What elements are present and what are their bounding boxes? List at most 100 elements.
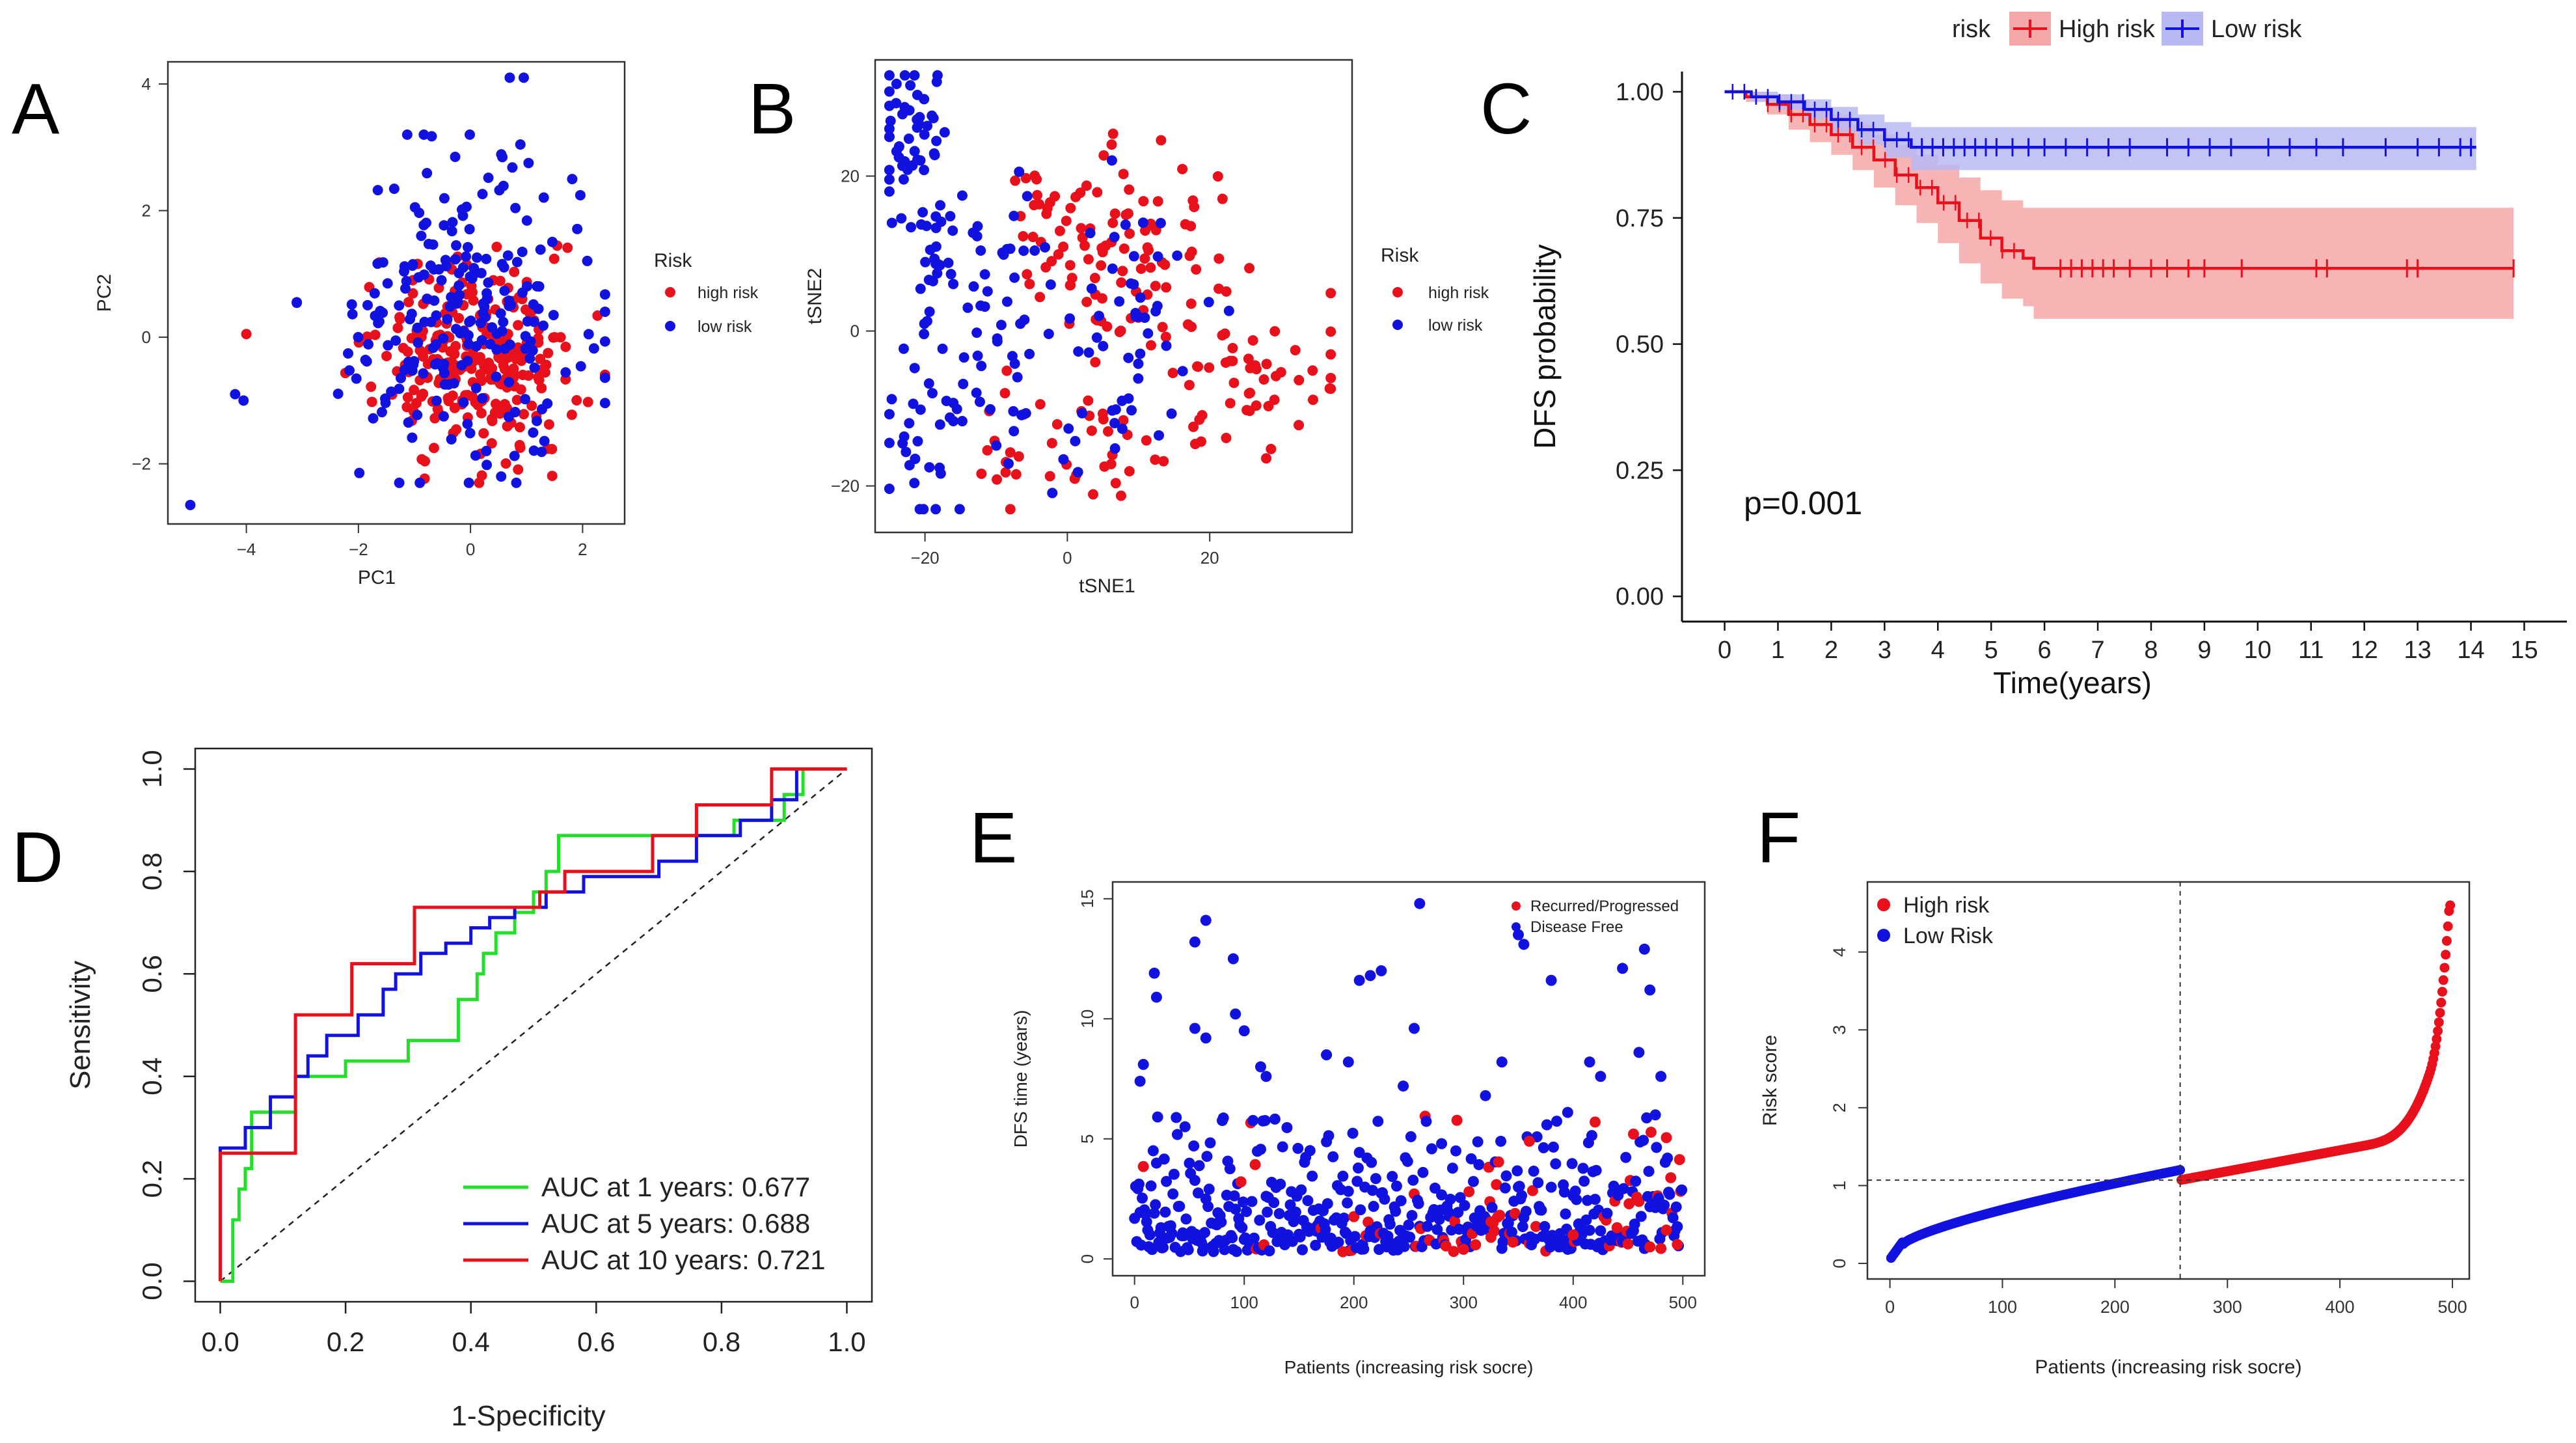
y-tick-label: −2 <box>131 454 151 474</box>
point-disease-free <box>1366 1157 1377 1168</box>
point-low-risk <box>932 258 943 269</box>
point-disease-free <box>1662 1152 1674 1164</box>
point-low-risk <box>907 160 918 171</box>
point-low-risk <box>438 333 449 344</box>
point-low-risk <box>481 445 492 456</box>
point-disease-free <box>1595 1071 1607 1082</box>
point-low-risk <box>1020 407 1031 419</box>
point-disease-free <box>1497 1236 1509 1248</box>
point-low-risk <box>924 306 935 317</box>
point-low-risk <box>535 244 546 255</box>
point-disease-free <box>1499 1182 1511 1194</box>
point-disease-free <box>1584 1056 1595 1068</box>
legend-label: low risk <box>698 318 752 336</box>
point-recurred <box>1523 1135 1535 1147</box>
point-low-risk <box>439 368 450 379</box>
point-low-risk <box>886 217 897 228</box>
point-high-risk <box>1247 335 1258 346</box>
point-low-risk <box>1133 373 1144 384</box>
point-recurred <box>1493 1156 1504 1168</box>
point-low-risk <box>915 404 926 415</box>
point-high-risk <box>2443 921 2453 931</box>
point-disease-free <box>1571 1194 1582 1205</box>
point-high-risk <box>1150 281 1161 292</box>
point-low-risk <box>439 359 450 370</box>
point-low-risk <box>401 129 413 140</box>
point-low-risk <box>884 484 895 495</box>
point-low-risk <box>515 139 526 150</box>
point-low-risk <box>948 279 959 290</box>
point-recurred <box>1655 1243 1667 1254</box>
point-disease-free <box>1405 1131 1417 1142</box>
point-high-risk <box>976 468 987 479</box>
point-high-risk <box>1107 128 1119 139</box>
point-disease-free <box>1629 1218 1640 1230</box>
point-disease-free <box>1545 974 1557 986</box>
point-disease-free <box>1189 936 1200 948</box>
point-low-risk <box>436 275 447 286</box>
point-low-risk <box>538 192 549 203</box>
point-disease-free <box>1496 1056 1508 1068</box>
legend-label: low risk <box>1428 316 1483 335</box>
point-high-risk <box>1258 374 1269 385</box>
point-low-risk <box>496 325 508 337</box>
point-high-risk <box>478 428 489 439</box>
point-high-risk <box>2438 975 2448 985</box>
point-low-risk <box>457 204 468 215</box>
point-low-risk <box>935 200 946 211</box>
point-disease-free <box>1368 1200 1379 1212</box>
point-low-risk <box>968 227 979 238</box>
point-high-risk <box>1079 240 1091 251</box>
point-low-risk <box>394 477 405 488</box>
point-high-risk <box>392 322 403 333</box>
point-low-risk <box>899 156 910 167</box>
point-low-risk <box>904 460 915 471</box>
point-high-risk <box>1083 254 1094 265</box>
point-low-risk <box>390 335 401 346</box>
point-low-risk <box>416 230 427 241</box>
point-high-risk <box>1290 344 1301 355</box>
point-disease-free <box>1398 1241 1410 1252</box>
point-low-risk <box>908 398 919 409</box>
point-low-risk <box>1154 430 1165 441</box>
point-disease-free <box>1166 1228 1178 1239</box>
point-disease-free <box>1518 939 1530 950</box>
point-low-risk <box>439 193 450 204</box>
point-low-risk <box>1073 346 1084 357</box>
point-high-risk <box>1000 467 1011 478</box>
point-low-risk <box>1015 318 1026 329</box>
point-disease-free <box>1643 1166 1655 1177</box>
y-tick-label: 0 <box>1078 1254 1097 1263</box>
point-high-risk <box>2433 1026 2443 1036</box>
point-low-risk <box>520 394 531 405</box>
point-high-risk <box>1061 215 1072 227</box>
point-low-risk <box>919 129 930 140</box>
point-low-risk <box>912 114 923 125</box>
point-high-risk <box>992 474 1003 485</box>
point-disease-free <box>1406 1210 1418 1222</box>
point-low-risk <box>923 378 934 389</box>
x-tick-label: 300 <box>2213 1297 2242 1317</box>
point-high-risk <box>1191 264 1202 275</box>
point-recurred <box>1363 1216 1374 1228</box>
x-axis-label: tSNE1 <box>1079 575 1135 597</box>
point-disease-free <box>1152 1111 1163 1123</box>
point-high-risk <box>1189 439 1200 450</box>
point-high-risk <box>2435 1008 2445 1018</box>
point-disease-free <box>1167 1188 1179 1200</box>
point-high-risk <box>1097 247 1108 258</box>
point-high-risk <box>487 415 498 426</box>
point-low-risk <box>528 427 539 438</box>
point-disease-free <box>1379 1193 1390 1205</box>
point-disease-free <box>1459 1200 1471 1211</box>
point-disease-free <box>1545 1181 1557 1193</box>
point-low-risk <box>498 316 509 327</box>
point-disease-free <box>1201 1151 1213 1162</box>
point-low-risk <box>418 219 429 230</box>
point-disease-free <box>1387 1170 1398 1182</box>
point-low-risk <box>927 275 938 286</box>
point-low-risk <box>509 407 521 418</box>
legend-key <box>1512 901 1521 911</box>
point-low-risk <box>1058 454 1069 465</box>
point-low-risk <box>1109 418 1120 429</box>
